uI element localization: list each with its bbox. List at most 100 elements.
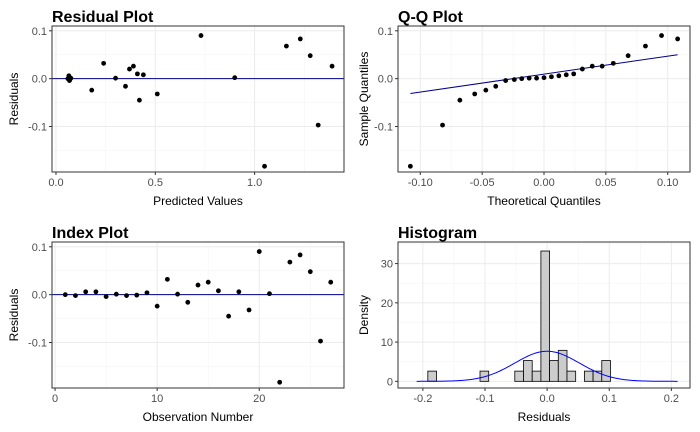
data-point bbox=[571, 71, 577, 77]
x-tick-label: -0.05 bbox=[470, 177, 495, 189]
y-axis-label: Residuals bbox=[7, 73, 21, 126]
data-point bbox=[236, 289, 242, 295]
data-point bbox=[103, 294, 109, 299]
data-point bbox=[89, 87, 95, 93]
qq-panel: -0.10 -0.05 0.00 0.05 0.10 -0.1 0.0 0.1 Q-Q Plot… bbox=[357, 9, 691, 208]
data-point bbox=[137, 97, 142, 103]
data-point bbox=[164, 276, 170, 282]
y-axis-label: Density bbox=[357, 295, 371, 335]
histogram-bar bbox=[549, 360, 559, 382]
x-tick-label: 0.00 bbox=[533, 177, 554, 189]
histogram-bar bbox=[601, 360, 611, 382]
histogram-bar bbox=[479, 370, 490, 382]
data-point bbox=[124, 293, 129, 299]
data-point bbox=[226, 313, 232, 319]
data-point bbox=[541, 75, 547, 81]
data-point bbox=[589, 63, 595, 69]
y-tick-label: 20 bbox=[381, 298, 393, 310]
histogram-bar bbox=[531, 370, 542, 382]
x-tick-label: 0.2 bbox=[664, 393, 679, 405]
y-tick-label: 0 bbox=[387, 376, 393, 388]
data-point bbox=[93, 289, 99, 295]
x-tick-label: -0.10 bbox=[408, 177, 433, 189]
plot-title: Residual Plot bbox=[52, 9, 154, 26]
x-tick-label: 20 bbox=[253, 393, 265, 405]
data-point bbox=[113, 291, 119, 297]
x-tick-label: 1.0 bbox=[247, 177, 262, 189]
data-point bbox=[287, 259, 293, 265]
data-point bbox=[556, 73, 562, 79]
y-axis-label: Sample Quantiles bbox=[357, 52, 371, 147]
histogram-bar bbox=[540, 250, 550, 382]
data-point bbox=[135, 71, 140, 77]
data-point bbox=[256, 249, 262, 254]
panel-border bbox=[51, 241, 345, 389]
data-point bbox=[493, 83, 499, 89]
data-point bbox=[195, 282, 201, 288]
data-point bbox=[659, 33, 664, 38]
x-tick-label: 0.0 bbox=[48, 177, 63, 189]
y-tick-label: 0.0 bbox=[378, 74, 393, 86]
plot-title: Q-Q Plot bbox=[398, 9, 464, 26]
index-panel: 0 10 20 -0.1 0.0 0.1 Index Plot Observation Num… bbox=[7, 225, 345, 424]
data-point bbox=[307, 269, 313, 275]
data-point bbox=[563, 72, 569, 78]
data-point bbox=[73, 293, 78, 299]
x-tick-label: 0.10 bbox=[657, 177, 678, 189]
data-point bbox=[534, 75, 539, 81]
data-point bbox=[113, 75, 118, 81]
x-axis-label: Theoretical Quantiles bbox=[487, 194, 600, 208]
x-tick-label: -0.2 bbox=[413, 393, 432, 405]
x-axis-label: Predicted Values bbox=[153, 194, 243, 208]
y-tick-label: 0.1 bbox=[32, 242, 47, 254]
histogram-panel: -0.2 -0.1 0.0 0.1 0.2 0 10 20 30 Histogram Residua… bbox=[357, 225, 691, 424]
data-point bbox=[185, 299, 191, 305]
data-point bbox=[483, 87, 489, 93]
density-curve bbox=[416, 350, 678, 382]
data-point bbox=[101, 60, 107, 66]
y-tick-label: 0.1 bbox=[32, 26, 47, 38]
data-point bbox=[127, 66, 132, 72]
histogram-bar bbox=[583, 370, 594, 382]
plot-title: Histogram bbox=[398, 225, 477, 242]
data-point bbox=[318, 338, 323, 344]
data-point bbox=[246, 307, 252, 313]
y-tick-label: 0.1 bbox=[378, 26, 393, 38]
data-point bbox=[83, 289, 89, 295]
data-point bbox=[328, 279, 334, 285]
x-tick-label: 0.05 bbox=[595, 177, 616, 189]
data-point bbox=[549, 74, 554, 80]
data-point bbox=[315, 122, 321, 128]
data-point bbox=[277, 379, 283, 385]
data-point bbox=[643, 43, 648, 49]
data-point bbox=[216, 288, 221, 294]
data-point bbox=[297, 36, 303, 42]
data-point bbox=[329, 63, 335, 69]
data-point bbox=[526, 75, 532, 81]
data-point bbox=[154, 303, 160, 309]
data-point bbox=[67, 78, 72, 83]
data-point bbox=[283, 43, 289, 49]
x-tick-label: 0.1 bbox=[602, 393, 617, 405]
data-point bbox=[307, 53, 313, 59]
y-tick-label: 0.0 bbox=[32, 290, 47, 302]
x-tick-label: 0.0 bbox=[539, 393, 554, 405]
data-point bbox=[123, 83, 128, 89]
data-point bbox=[675, 36, 681, 42]
data-point bbox=[625, 53, 631, 59]
data-point bbox=[144, 290, 150, 296]
histogram-bar bbox=[427, 370, 437, 382]
histogram-bar bbox=[566, 370, 577, 382]
plot-title: Index Plot bbox=[52, 225, 129, 242]
x-tick-label: 10 bbox=[151, 393, 163, 405]
data-point bbox=[599, 63, 605, 69]
panel-border bbox=[51, 25, 345, 173]
data-point bbox=[175, 291, 180, 297]
y-axis-label: Residuals bbox=[7, 289, 21, 342]
x-tick-label: 0.5 bbox=[148, 177, 163, 189]
data-point bbox=[440, 122, 445, 128]
data-point bbox=[457, 97, 463, 103]
y-tick-label: -0.1 bbox=[28, 122, 47, 134]
histogram-bar bbox=[514, 370, 524, 382]
